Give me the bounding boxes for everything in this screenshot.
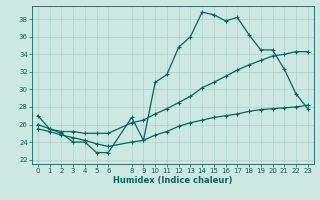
X-axis label: Humidex (Indice chaleur): Humidex (Indice chaleur) — [113, 176, 233, 185]
